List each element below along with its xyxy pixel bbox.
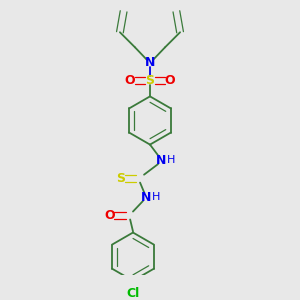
Text: O: O — [164, 74, 175, 87]
Text: O: O — [104, 209, 115, 222]
Text: S: S — [146, 74, 154, 87]
Text: O: O — [125, 74, 136, 87]
Text: N: N — [141, 190, 151, 204]
Text: H: H — [167, 155, 176, 165]
Text: H: H — [152, 192, 160, 202]
Text: N: N — [156, 154, 167, 167]
Text: S: S — [116, 172, 125, 185]
Text: Cl: Cl — [126, 287, 140, 300]
Text: N: N — [145, 56, 155, 69]
